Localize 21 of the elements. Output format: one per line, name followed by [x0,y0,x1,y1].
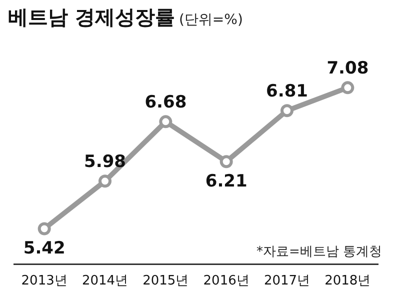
x-tick-label: 2015년 [142,274,189,289]
point [341,81,354,94]
data-label: 6.21 [205,172,248,192]
text: *자료=베트남 통계청 [256,244,382,260]
point [38,222,51,236]
data-label: 5.42 [23,238,66,259]
data-label: 6.68 [144,92,187,113]
point [280,104,294,118]
x-tick-label: 2013년 [21,274,68,289]
x-tick-label: 2014년 [82,274,128,289]
point [220,155,233,168]
data-label: 6.81 [266,82,308,102]
data-label: 7.08 [326,58,369,79]
chart-subtitle: (단위=%) [178,12,243,28]
x-tick-label: 2017년 [264,274,310,289]
point [159,115,172,128]
x-tick-label: 2016년 [203,274,250,289]
point [98,174,112,188]
data-label: 5.98 [84,152,126,172]
chart-title: 베트남 경제성장률 [8,5,175,29]
x-tick-label: 2018년 [324,274,371,289]
